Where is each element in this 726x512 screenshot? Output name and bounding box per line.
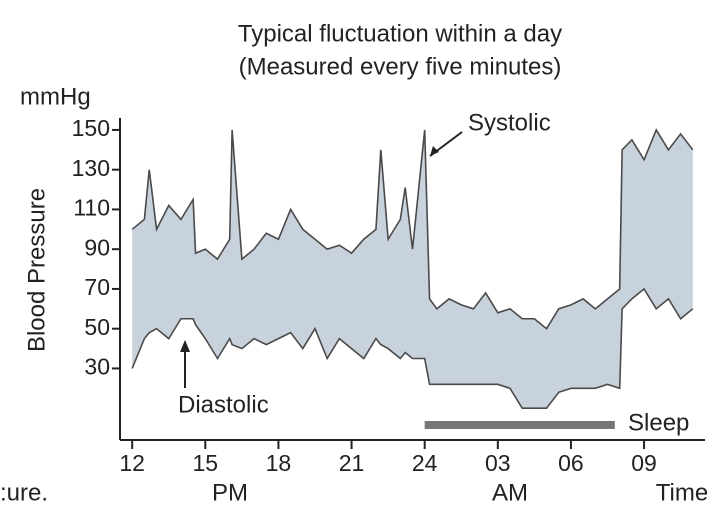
arrow-head <box>180 340 190 352</box>
y-tick-label: 150 <box>72 115 110 141</box>
x-tick-label: 21 <box>339 450 365 476</box>
y-axis-label: Blood Pressure <box>23 188 50 352</box>
annotation: Systolic <box>468 109 551 136</box>
y-tick-label: 110 <box>73 195 110 221</box>
x-tick-label: 15 <box>193 450 219 476</box>
band-fill <box>132 129 693 409</box>
x-tick-label: 12 <box>119 450 145 476</box>
period-label: AM <box>492 479 528 506</box>
chart-subtitle: (Measured every five minutes) <box>239 53 562 80</box>
series-line <box>131 128 694 330</box>
x-tick-label: 09 <box>631 450 657 476</box>
annotation: Diastolic <box>178 391 269 418</box>
x-tick-label: 03 <box>485 450 511 476</box>
x-axis-label: Time <box>656 479 708 506</box>
series-line <box>131 287 694 409</box>
chart-title: Typical fluctuation within a day <box>238 20 562 47</box>
x-tick-label: 18 <box>266 450 292 476</box>
y-tick-label: 130 <box>72 155 110 181</box>
y-tick-label: 30 <box>84 354 110 380</box>
arrow-head <box>430 146 439 156</box>
annotation: Sleep <box>628 409 689 436</box>
period-label: PM <box>212 479 248 506</box>
y-tick-label: 70 <box>84 274 110 300</box>
x-tick-label: 06 <box>558 450 584 476</box>
y-unit: mmHg <box>20 83 91 110</box>
caption-fragment: :ure. <box>0 479 48 506</box>
y-tick-label: 50 <box>84 314 110 340</box>
y-tick-label: 90 <box>84 234 110 260</box>
x-tick-label: 24 <box>412 450 438 476</box>
sleep-bar <box>424 421 615 429</box>
